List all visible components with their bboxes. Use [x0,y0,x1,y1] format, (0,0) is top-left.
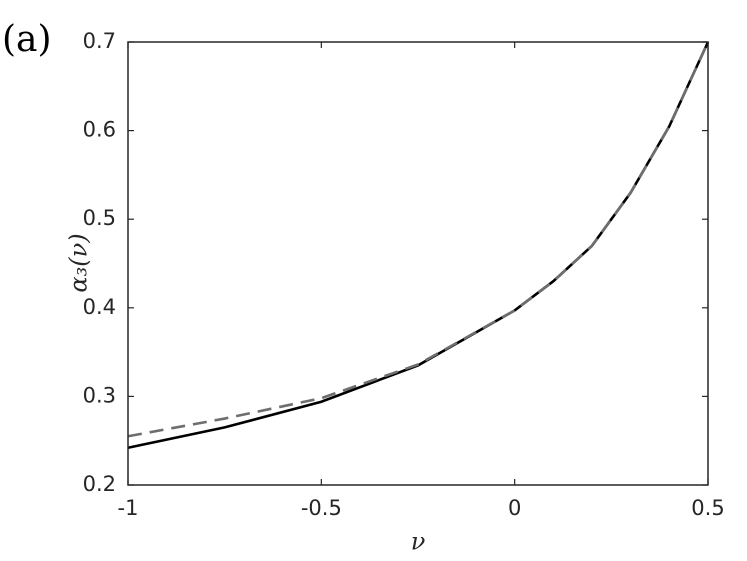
line [127,41,710,450]
x-tick-label: 0.5 [691,496,724,520]
line [127,41,710,438]
y-tick-label: 0.6 [83,118,116,142]
y-tick-label: 0.7 [83,29,116,53]
y-tick-label: 0.2 [83,472,116,496]
panel-label: (a) [2,19,52,60]
x-tick-label: -0.5 [301,496,342,520]
y-tick-label: 0.4 [83,295,116,319]
x-tick-label: 0 [508,496,521,520]
y-tick-label: 0.3 [83,383,116,407]
y-axis-label: α₃(ν) [65,233,93,292]
plot-frame [127,41,709,486]
x-tick-label: -1 [118,496,139,520]
x-axis-label: ν [411,528,426,556]
y-tick-label: 0.5 [83,206,116,230]
